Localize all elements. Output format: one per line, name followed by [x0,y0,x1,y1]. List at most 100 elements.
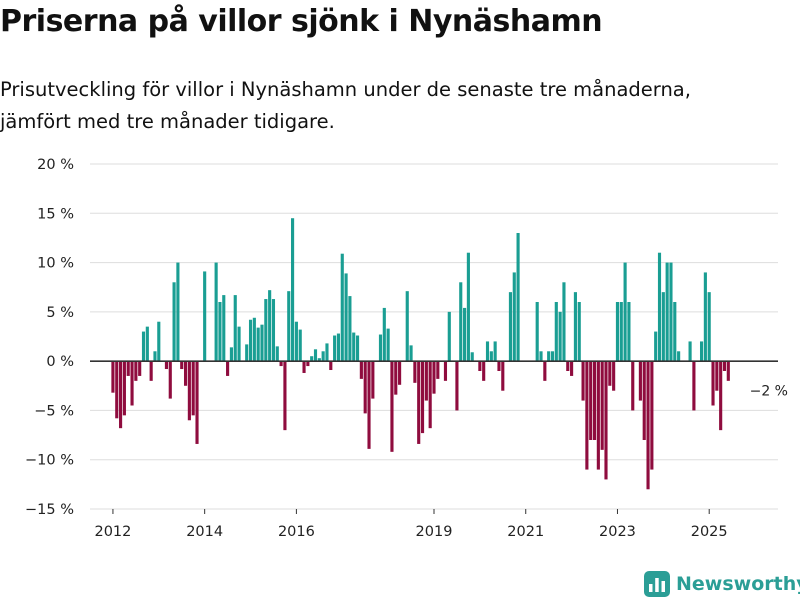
bar [115,361,119,419]
bar [248,319,253,362]
bar [382,307,386,362]
y-axis-tick-labels: −15 % −10 % −5 % 0 % 5 % 10 % 15 % 20 % [25,157,74,518]
bar [535,302,539,362]
bar [719,361,723,431]
bar [661,292,665,362]
y-tick-label: 5 % [46,305,74,321]
bar [600,361,604,450]
bar [443,361,448,381]
bar [294,321,298,362]
bar [581,361,585,401]
bar [711,361,715,406]
bar [153,351,157,362]
bar [463,307,467,362]
y-tick-label: 10 % [37,256,74,272]
bar [554,302,558,362]
bar [134,361,138,381]
bar [302,361,306,373]
x-tick-label: 2019 [416,524,453,540]
bar [164,361,169,370]
bar [306,361,310,367]
bar [187,361,191,421]
last-value-label: −2 % [750,384,788,400]
bar [699,341,704,362]
bar [180,361,184,370]
bar [279,361,283,367]
y-tick-label: −5 % [34,403,74,419]
bar [466,252,470,362]
x-tick-label: 2014 [186,524,223,540]
bar [321,351,325,362]
bar [489,351,493,362]
annotations: −2 % [750,384,788,400]
bar [378,334,383,362]
bar [149,361,153,381]
bar [650,361,654,470]
bar [638,361,642,401]
bar [371,361,375,399]
bar [669,262,673,362]
bar [145,326,149,362]
bar [642,361,646,440]
bar [195,361,199,444]
bar [577,302,581,362]
bar [447,311,451,362]
bar [214,262,218,362]
x-tick-label: 2023 [599,524,636,540]
x-tick-label: 2025 [691,524,728,540]
bar [172,282,176,362]
bar [237,326,241,362]
bar [111,361,115,393]
bar [493,341,497,362]
bar [157,321,161,362]
bar [623,262,627,362]
bar [459,282,463,362]
bar [256,327,260,362]
bar [340,253,344,362]
bar [233,295,237,362]
bar [183,361,188,386]
newsworthy-logo: Newsworthy [644,569,800,599]
bar [692,361,696,411]
bar [268,290,272,362]
bar [722,361,727,371]
x-tick-label: 2012 [94,524,131,540]
bar [539,351,543,362]
bar [222,295,226,362]
bar [508,292,513,362]
x-tick-label: 2021 [507,524,544,540]
bar [355,335,360,362]
bar [703,272,707,362]
x-axis-ticks: 2012 2014 2016 2019 2021 2023 2025 [94,509,728,540]
bar [417,361,421,444]
bar [390,361,394,452]
bar [436,361,440,379]
bar [516,233,520,362]
chart-title: Priserna på villor sjönk i Nynäshamn [0,4,603,39]
bar [229,347,233,362]
bars [111,218,730,490]
bar [566,361,570,371]
bar [409,345,413,362]
bar [726,361,730,381]
bar [344,273,348,362]
bar [359,361,363,379]
bar [455,361,459,411]
bar [657,252,662,362]
bar [420,361,425,434]
bar [501,361,505,391]
bar [589,361,593,440]
bar [485,341,490,362]
bar [271,299,276,362]
bar [218,302,222,362]
bar [119,361,123,429]
bar [291,218,295,362]
bar [470,352,474,362]
bar [596,361,600,470]
bar [646,361,650,490]
bar [245,344,249,362]
bar [673,302,677,362]
y-tick-label: −10 % [25,453,74,469]
bar [715,361,719,391]
bar [608,361,612,386]
